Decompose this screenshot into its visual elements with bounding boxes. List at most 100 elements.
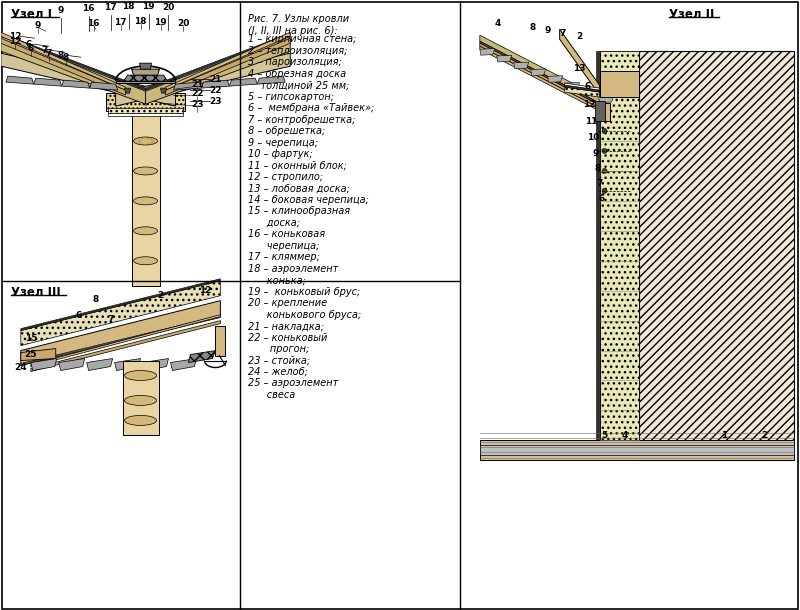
Polygon shape — [599, 51, 639, 461]
Ellipse shape — [125, 415, 157, 425]
Polygon shape — [170, 359, 197, 370]
Text: 7: 7 — [107, 315, 114, 324]
Text: 13: 13 — [574, 63, 586, 73]
Text: 4: 4 — [494, 19, 501, 27]
Text: 6: 6 — [585, 82, 590, 91]
Text: 5 – гипсокартон;: 5 – гипсокартон; — [248, 92, 334, 102]
Text: 1 – кирпичная стена;: 1 – кирпичная стена; — [248, 34, 357, 45]
Polygon shape — [166, 32, 290, 90]
Text: 6 –  мембрана «Тайвек»;: 6 – мембрана «Тайвек»; — [248, 103, 374, 113]
Polygon shape — [139, 63, 151, 69]
Text: 6: 6 — [75, 311, 82, 320]
Text: 14 – боковая черепица;: 14 – боковая черепица; — [248, 195, 369, 205]
Text: 20: 20 — [178, 19, 190, 27]
Ellipse shape — [125, 370, 157, 381]
Text: Узел I: Узел I — [11, 9, 52, 21]
Text: 9: 9 — [58, 6, 64, 15]
Text: 4: 4 — [622, 431, 628, 440]
Polygon shape — [1, 38, 126, 95]
Polygon shape — [116, 53, 290, 106]
Text: 22: 22 — [209, 85, 222, 95]
Text: 10: 10 — [587, 132, 600, 142]
Polygon shape — [86, 359, 113, 370]
Text: свеса: свеса — [248, 390, 295, 400]
Polygon shape — [599, 103, 610, 121]
Text: 20: 20 — [162, 3, 174, 12]
Polygon shape — [90, 82, 118, 90]
Text: 18: 18 — [134, 16, 147, 26]
Polygon shape — [30, 321, 220, 371]
Polygon shape — [166, 38, 290, 95]
Polygon shape — [565, 83, 599, 90]
Text: 18 – аэроэлемент: 18 – аэроэлемент — [248, 264, 338, 274]
Polygon shape — [116, 81, 175, 83]
Text: 25: 25 — [25, 350, 37, 359]
Polygon shape — [480, 35, 599, 103]
Ellipse shape — [134, 137, 158, 145]
Polygon shape — [595, 51, 599, 461]
Polygon shape — [215, 326, 226, 356]
Text: 8: 8 — [93, 295, 98, 304]
Text: 19: 19 — [142, 2, 155, 11]
Text: 9 – черепица;: 9 – черепица; — [248, 137, 318, 148]
Polygon shape — [514, 62, 529, 69]
Text: 19: 19 — [154, 18, 167, 27]
Ellipse shape — [134, 257, 158, 265]
Text: 22 – коньковый: 22 – коньковый — [248, 332, 328, 343]
Text: доска;: доска; — [248, 218, 300, 228]
Text: 11: 11 — [586, 117, 598, 126]
Polygon shape — [30, 359, 57, 370]
Polygon shape — [565, 87, 599, 97]
Polygon shape — [123, 75, 167, 81]
Text: 7: 7 — [46, 49, 52, 58]
Polygon shape — [480, 445, 794, 455]
Text: 1: 1 — [721, 431, 727, 440]
Text: 7: 7 — [596, 179, 602, 188]
Text: 2: 2 — [761, 431, 767, 440]
Text: 8: 8 — [530, 23, 536, 32]
Polygon shape — [480, 43, 599, 108]
Polygon shape — [1, 32, 126, 90]
Polygon shape — [21, 279, 220, 331]
Text: 21: 21 — [209, 74, 222, 84]
Circle shape — [602, 188, 607, 193]
Polygon shape — [548, 76, 562, 82]
Polygon shape — [1, 36, 146, 104]
Polygon shape — [106, 93, 186, 111]
Text: 16: 16 — [87, 19, 100, 27]
Polygon shape — [599, 71, 639, 97]
Polygon shape — [161, 88, 166, 93]
Text: 17: 17 — [114, 18, 127, 27]
Polygon shape — [131, 69, 159, 75]
Text: 4 – обрезная доска: 4 – обрезная доска — [248, 69, 346, 79]
Text: 3 – пароизоляция;: 3 – пароизоляция; — [248, 57, 342, 67]
Text: 15 – клинообразная: 15 – клинообразная — [248, 206, 350, 217]
Text: Узел III: Узел III — [11, 285, 61, 299]
Polygon shape — [21, 348, 56, 361]
Text: 12 – стропило;: 12 – стропило; — [248, 172, 323, 182]
Polygon shape — [108, 108, 183, 113]
Polygon shape — [230, 78, 258, 86]
Polygon shape — [1, 33, 146, 90]
Polygon shape — [30, 315, 220, 367]
Polygon shape — [594, 101, 605, 121]
Polygon shape — [21, 281, 220, 345]
Polygon shape — [131, 111, 159, 285]
Polygon shape — [114, 359, 141, 370]
Polygon shape — [560, 29, 599, 95]
Text: 12: 12 — [9, 37, 21, 46]
Text: 9: 9 — [545, 26, 551, 35]
Text: 17: 17 — [104, 3, 117, 12]
Text: 16: 16 — [82, 4, 95, 13]
Polygon shape — [530, 69, 546, 76]
Polygon shape — [639, 51, 794, 461]
Polygon shape — [1, 53, 175, 106]
Polygon shape — [202, 80, 230, 88]
Text: 24: 24 — [14, 363, 27, 372]
Text: 6: 6 — [598, 195, 605, 203]
Text: 12: 12 — [583, 99, 596, 109]
Text: конькового бруса;: конькового бруса; — [248, 310, 362, 320]
Polygon shape — [21, 301, 220, 365]
Text: 12: 12 — [9, 32, 21, 41]
Ellipse shape — [134, 227, 158, 235]
